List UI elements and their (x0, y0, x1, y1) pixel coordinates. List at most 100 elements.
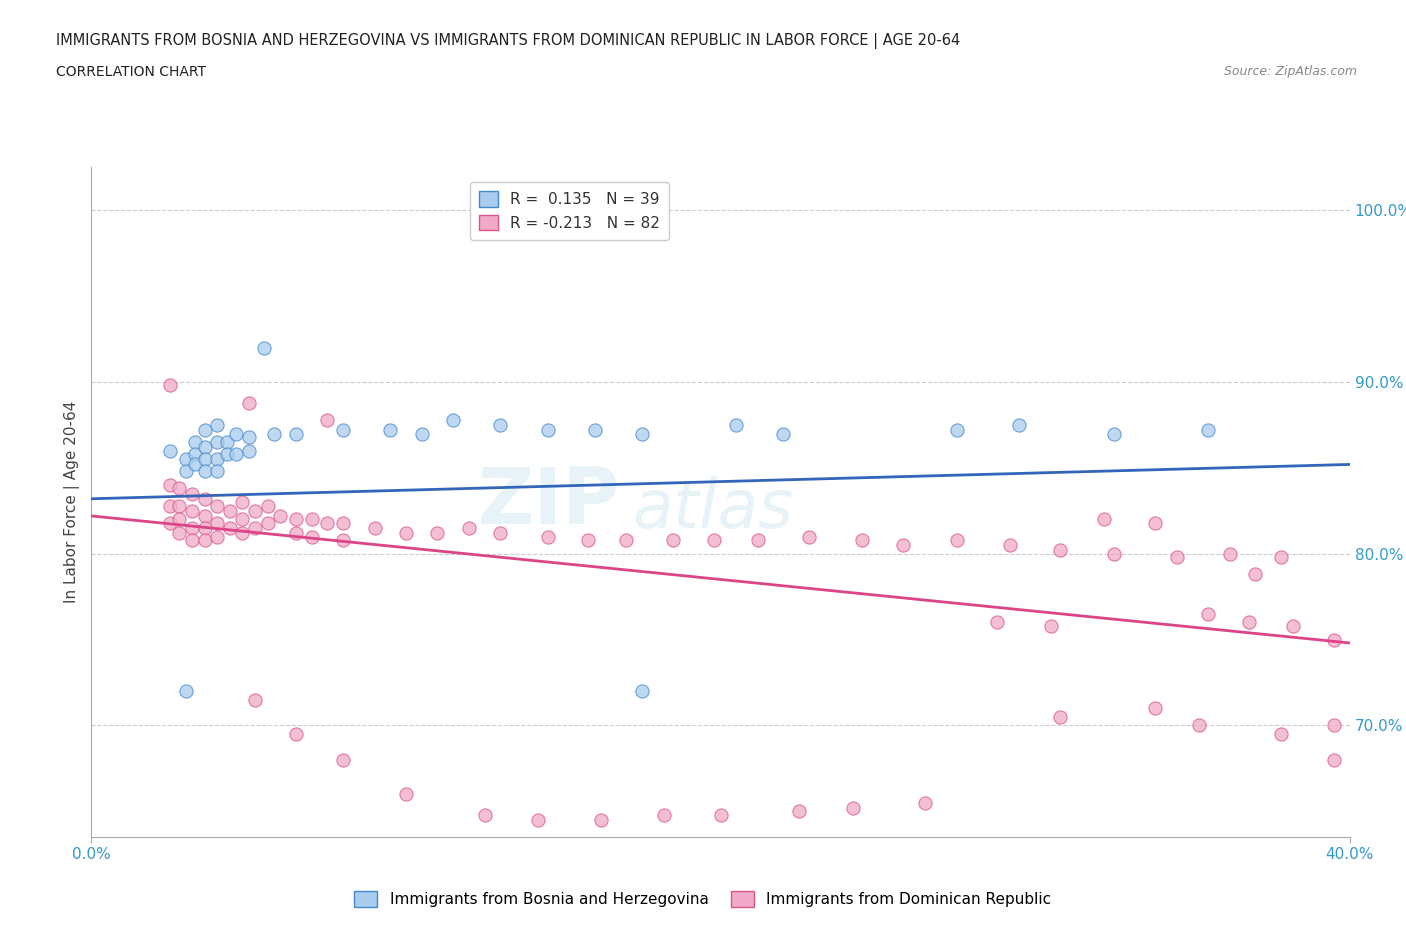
Point (457, 521, 479, 536)
Point (194, 440, 217, 455)
Point (181, 486, 204, 501)
Point (218, 503, 240, 518)
Point (253, 340, 276, 355)
Point (527, 813, 550, 828)
Point (269, 509, 291, 524)
Point (243, 692, 266, 707)
Point (1219, 546, 1241, 561)
Legend: R =  0.135   N = 39, R = -0.213   N = 82: R = 0.135 N = 39, R = -0.213 N = 82 (470, 181, 669, 240)
Point (1049, 710, 1071, 724)
Point (536, 529, 558, 544)
Point (380, 422, 402, 437)
Point (363, 521, 385, 536)
Point (1008, 418, 1031, 432)
Point (1049, 543, 1071, 558)
Point (772, 426, 794, 441)
Point (441, 412, 464, 427)
Point (395, 525, 418, 540)
Point (184, 457, 207, 472)
Point (426, 525, 449, 540)
Point (1197, 606, 1219, 621)
Point (205, 434, 228, 449)
Point (474, 807, 496, 822)
Point (489, 418, 512, 432)
Point (159, 498, 181, 513)
Point (225, 426, 247, 441)
Point (194, 464, 217, 479)
Point (986, 615, 1008, 630)
Point (652, 807, 675, 822)
Point (169, 481, 191, 496)
Point (263, 426, 285, 441)
Point (243, 521, 266, 536)
Text: ZIP: ZIP (478, 464, 620, 540)
Point (1282, 618, 1305, 633)
Point (411, 426, 433, 441)
Text: atlas: atlas (633, 476, 793, 542)
Point (205, 529, 228, 544)
Point (583, 422, 606, 437)
Point (1244, 567, 1267, 582)
Point (159, 515, 181, 530)
Point (194, 509, 217, 524)
Point (578, 533, 600, 548)
Point (851, 533, 873, 548)
Point (215, 446, 238, 461)
Point (631, 684, 654, 698)
Point (631, 426, 654, 441)
Point (1237, 615, 1260, 630)
Point (914, 795, 936, 810)
Point (181, 503, 204, 518)
Point (238, 444, 260, 458)
Point (174, 464, 197, 479)
Point (725, 418, 748, 432)
Text: CORRELATION CHART: CORRELATION CHART (56, 65, 207, 79)
Point (787, 804, 810, 818)
Point (332, 752, 354, 767)
Point (1323, 718, 1346, 733)
Point (194, 452, 217, 467)
Point (184, 446, 207, 461)
Point (747, 533, 769, 548)
Point (395, 787, 418, 802)
Point (284, 726, 307, 741)
Point (205, 498, 228, 513)
Point (1323, 632, 1346, 647)
Point (256, 515, 278, 530)
Point (194, 533, 217, 548)
Point (1039, 618, 1062, 633)
Point (703, 533, 725, 548)
Point (194, 521, 217, 536)
Point (205, 452, 228, 467)
Point (194, 422, 217, 437)
Point (1197, 422, 1219, 437)
Point (231, 512, 253, 526)
Point (231, 495, 253, 510)
Point (215, 434, 238, 449)
Point (169, 512, 191, 526)
Point (174, 684, 197, 698)
Point (205, 418, 228, 432)
Point (238, 430, 260, 445)
Point (489, 525, 512, 540)
Point (1092, 512, 1115, 526)
Point (1102, 546, 1125, 561)
Point (1188, 718, 1211, 733)
Point (841, 801, 863, 816)
Point (1323, 752, 1346, 767)
Point (301, 529, 323, 544)
Point (1270, 550, 1292, 565)
Point (159, 444, 181, 458)
Point (1102, 426, 1125, 441)
Legend: Immigrants from Bosnia and Herzegovina, Immigrants from Dominican Republic: Immigrants from Bosnia and Herzegovina, … (349, 884, 1057, 913)
Point (181, 533, 204, 548)
Point (238, 395, 260, 410)
Point (256, 498, 278, 513)
Point (332, 422, 354, 437)
Point (536, 422, 558, 437)
Point (218, 521, 240, 536)
Point (945, 533, 967, 548)
Point (1166, 550, 1188, 565)
Y-axis label: In Labor Force | Age 20-64: In Labor Force | Age 20-64 (65, 401, 80, 604)
Point (205, 464, 228, 479)
